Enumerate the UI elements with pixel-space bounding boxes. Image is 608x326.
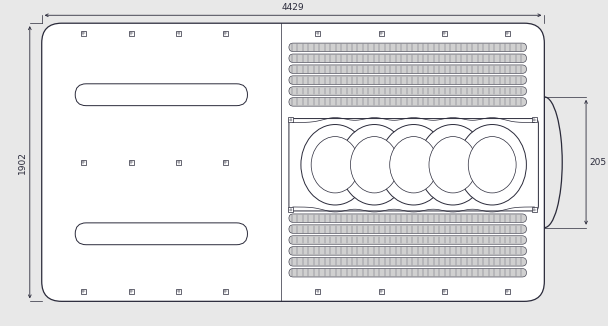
Text: 4429: 4429 — [282, 3, 305, 12]
Ellipse shape — [419, 125, 487, 205]
FancyBboxPatch shape — [379, 289, 384, 294]
FancyBboxPatch shape — [75, 84, 247, 106]
FancyBboxPatch shape — [289, 225, 527, 233]
FancyBboxPatch shape — [129, 31, 134, 36]
FancyBboxPatch shape — [289, 119, 539, 211]
FancyBboxPatch shape — [442, 289, 447, 294]
FancyBboxPatch shape — [442, 31, 447, 36]
FancyBboxPatch shape — [379, 31, 384, 36]
FancyBboxPatch shape — [223, 160, 228, 165]
FancyBboxPatch shape — [289, 258, 527, 266]
FancyBboxPatch shape — [289, 76, 527, 84]
FancyBboxPatch shape — [316, 31, 320, 36]
Ellipse shape — [429, 137, 477, 193]
Text: 205: 205 — [589, 158, 606, 167]
FancyBboxPatch shape — [223, 31, 228, 36]
FancyBboxPatch shape — [81, 289, 86, 294]
Ellipse shape — [468, 137, 516, 193]
FancyBboxPatch shape — [289, 54, 527, 63]
Ellipse shape — [301, 125, 369, 205]
FancyBboxPatch shape — [223, 289, 228, 294]
FancyBboxPatch shape — [288, 117, 294, 122]
FancyBboxPatch shape — [176, 31, 181, 36]
FancyBboxPatch shape — [505, 289, 510, 294]
Ellipse shape — [311, 137, 359, 193]
FancyBboxPatch shape — [289, 43, 527, 52]
FancyBboxPatch shape — [289, 236, 527, 244]
Ellipse shape — [390, 137, 438, 193]
FancyBboxPatch shape — [75, 223, 247, 245]
FancyBboxPatch shape — [81, 31, 86, 36]
FancyBboxPatch shape — [81, 160, 86, 165]
Ellipse shape — [458, 125, 527, 205]
FancyBboxPatch shape — [289, 214, 527, 222]
FancyBboxPatch shape — [505, 31, 510, 36]
Text: 1902: 1902 — [18, 151, 27, 174]
FancyBboxPatch shape — [129, 289, 134, 294]
FancyBboxPatch shape — [42, 23, 544, 301]
FancyBboxPatch shape — [176, 289, 181, 294]
FancyBboxPatch shape — [289, 247, 527, 255]
FancyBboxPatch shape — [289, 98, 527, 106]
FancyBboxPatch shape — [289, 87, 527, 95]
FancyBboxPatch shape — [532, 207, 537, 213]
Ellipse shape — [340, 125, 409, 205]
FancyBboxPatch shape — [176, 160, 181, 165]
FancyBboxPatch shape — [288, 207, 294, 213]
FancyBboxPatch shape — [532, 117, 537, 122]
FancyBboxPatch shape — [316, 289, 320, 294]
Ellipse shape — [350, 137, 398, 193]
FancyBboxPatch shape — [129, 160, 134, 165]
FancyBboxPatch shape — [289, 65, 527, 73]
Ellipse shape — [379, 125, 448, 205]
FancyBboxPatch shape — [289, 269, 527, 277]
